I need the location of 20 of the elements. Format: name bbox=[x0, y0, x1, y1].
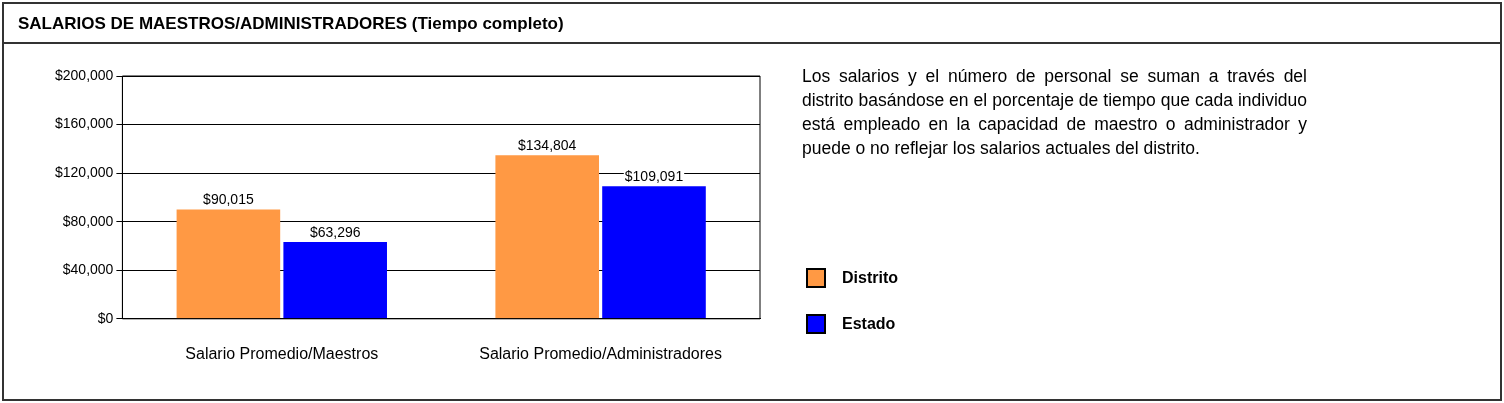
x-tick-label: Salario Promedio/Administradores bbox=[479, 344, 722, 362]
y-tick-label: $200,000 bbox=[54, 66, 114, 83]
bar bbox=[176, 209, 281, 319]
y-tick-label: $160,000 bbox=[54, 115, 114, 132]
text: Los salarios y el número de personal se suman a través del distrito basándose en el porcentaje de tiempo que cada individuo está empleado en la capacidad de maestro o administrador y puede o no reflejar los salarios actuales del distrito. bbox=[802, 65, 1307, 160]
data-label: $109,091 bbox=[624, 168, 684, 185]
chart-title: SALARIOS DE MAESTROS/ADMINISTRADORES (Tiempo completo) bbox=[4, 4, 1500, 44]
bar bbox=[495, 155, 599, 319]
data-label: $63,296 bbox=[309, 223, 361, 240]
data-label: $134,804 bbox=[518, 137, 577, 154]
y-tick-label: $80,000 bbox=[62, 212, 114, 229]
x-tick-label: Salario Promedio/Maestros bbox=[185, 344, 379, 362]
legend-label: Distrito bbox=[842, 269, 898, 287]
data-label: $90,015 bbox=[203, 191, 254, 208]
y-tick-label: $0 bbox=[97, 309, 114, 326]
y-tick-label: $40,000 bbox=[62, 261, 114, 278]
bar bbox=[602, 186, 706, 319]
legend-label: Estado bbox=[842, 315, 896, 333]
bar bbox=[283, 241, 387, 319]
y-tick-label: $120,000 bbox=[54, 163, 114, 180]
